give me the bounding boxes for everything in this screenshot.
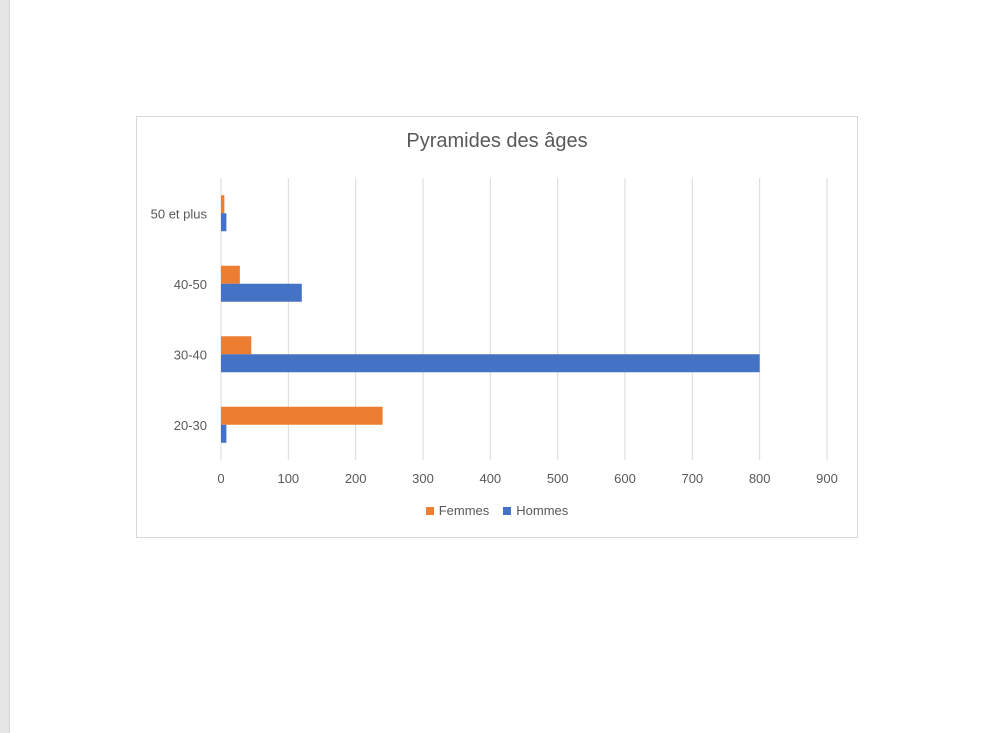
x-tick-label: 200	[345, 471, 367, 486]
x-tick-label: 400	[479, 471, 501, 486]
bar-femmes-20-30	[221, 406, 383, 425]
bar-hommes-50-et-plus	[221, 213, 227, 232]
bar-hommes-20-30	[221, 424, 227, 443]
legend: Femmes Hommes	[137, 503, 857, 518]
bar-hommes-30-40	[221, 354, 760, 373]
bar-femmes-30-40	[221, 336, 252, 355]
x-tick-label: 100	[277, 471, 299, 486]
x-tick-label: 0	[217, 471, 224, 486]
y-category-label: 50 et plus	[151, 206, 208, 221]
legend-item-femmes: Femmes	[425, 503, 490, 518]
x-tick-label: 800	[749, 471, 771, 486]
x-tick-label: 300	[412, 471, 434, 486]
x-tick-label: 900	[816, 471, 838, 486]
y-category-label: 20-30	[174, 418, 207, 433]
legend-label-hommes: Hommes	[516, 503, 569, 518]
y-category-label: 40-50	[174, 277, 207, 292]
x-tick-label: 600	[614, 471, 636, 486]
y-category-label: 30-40	[174, 347, 207, 362]
bar-femmes-40-50	[221, 265, 240, 284]
bar-hommes-40-50	[221, 283, 302, 302]
x-tick-label: 700	[681, 471, 703, 486]
x-tick-label: 500	[547, 471, 569, 486]
document-page: Pyramides des âges 0 100 200 300 400 500 600 70…	[9, 0, 1001, 733]
plot-area: 0 100 200 300 400 500 600 700 800 900 20-30 30-40 40…	[151, 178, 838, 486]
legend-swatch-hommes	[503, 506, 512, 515]
chart-title: Pyramides des âges	[406, 130, 588, 152]
legend-label-femmes: Femmes	[438, 503, 490, 518]
legend-swatch-femmes	[425, 506, 434, 515]
chart-area[interactable]: Pyramides des âges 0 100 200 300 400 500 600 70…	[136, 116, 858, 538]
legend-item-hommes: Hommes	[503, 503, 568, 518]
bar-femmes-50-et-plus	[221, 195, 225, 214]
